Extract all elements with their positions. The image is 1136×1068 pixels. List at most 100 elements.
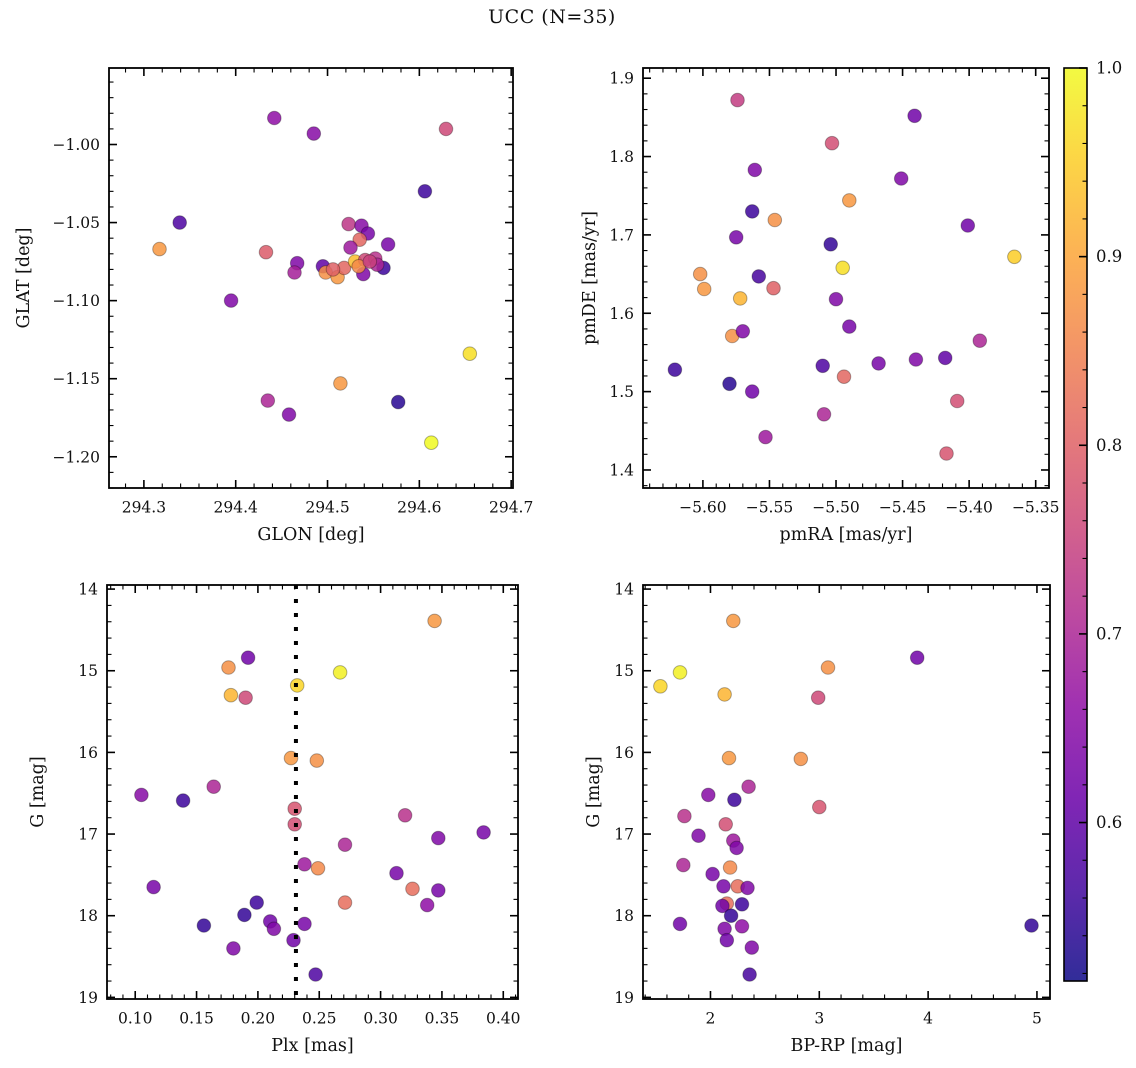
y-tick-label: 1.6 [609, 305, 634, 323]
scatter-point [352, 232, 368, 247]
scatter-point [728, 230, 744, 245]
scatter-point [824, 135, 840, 151]
scatter-point [672, 665, 688, 680]
scatter-point [389, 865, 404, 881]
scatter-point [380, 237, 396, 252]
scatter-point [810, 690, 826, 706]
colorbar-tick-label: 0.7 [1096, 624, 1122, 643]
scatter-point [735, 324, 751, 339]
x-tick-label: −5.60 [679, 499, 727, 517]
scatter-point [332, 665, 348, 680]
scatter-point [767, 212, 783, 228]
scatter-point [677, 808, 692, 824]
scatter-point [816, 407, 832, 422]
scatter-point [266, 921, 282, 937]
scatter-point [325, 262, 341, 277]
y-tick-label: 19 [614, 989, 634, 1007]
scatter-point [309, 753, 325, 768]
scatter-point [427, 613, 442, 629]
x-tick-label: 0.40 [486, 1010, 521, 1028]
scatter-point [732, 291, 748, 306]
scatter-point [281, 407, 297, 422]
scatter-point [667, 362, 683, 378]
axis-ticks [643, 585, 1050, 999]
panel-bprp-g: 2 3 4 5 14 15 16 17 18 19 BP-RP [mag] G [mag] [584, 581, 1051, 1056]
x-tick-label: 0.20 [241, 1010, 276, 1028]
scatter-point [842, 319, 857, 334]
x-axis-label: BP-RP [mag] [791, 1036, 903, 1056]
scatter-point [337, 895, 353, 910]
x-tick-label: 0.15 [179, 1010, 214, 1028]
scatter-point [722, 376, 737, 392]
axis-ticks [109, 68, 513, 489]
y-tick-label: −1.05 [53, 214, 101, 232]
panel-pmra-pmde: −5.60 −5.55 −5.50 −5.45 −5.40 −5.35 1.9 1.8 1.7 1… [580, 67, 1060, 545]
colorbar-frame [1063, 67, 1088, 982]
scatter-point [206, 779, 221, 795]
colorbar: 1.0 0.9 0.8 0.7 0.6 [1063, 59, 1122, 982]
scatter-point [721, 750, 737, 766]
scatter-point [719, 932, 735, 948]
axes-frame [642, 584, 1051, 1000]
scatter-point [747, 162, 763, 178]
colorbar-ticks [1079, 67, 1087, 975]
scatter-point [397, 808, 413, 823]
scatter-point [744, 384, 760, 399]
scatter-point [705, 866, 720, 882]
scatter-point [223, 293, 239, 308]
scatter-points [152, 110, 478, 451]
y-tick-label: 1.7 [609, 226, 634, 244]
scatter-point [172, 215, 187, 230]
scatter-point [438, 121, 454, 137]
x-tick-label: 0.30 [363, 1010, 398, 1028]
scatter-point [696, 281, 712, 297]
scatter-point [715, 898, 730, 914]
y-axis-label: G [mag] [28, 756, 48, 827]
scatter-point [744, 940, 760, 955]
scatter-point [390, 394, 406, 410]
scatter-points [134, 613, 491, 982]
y-axis-label: GLAT [deg] [14, 228, 34, 329]
scatter-point [306, 126, 322, 141]
scatter-point [741, 779, 756, 795]
x-tick-label: −5.40 [945, 499, 993, 517]
scatter-point [716, 879, 731, 894]
y-tick-label: 14 [614, 581, 634, 599]
colorbar-tick-label: 0.8 [1096, 436, 1122, 455]
x-axis-label: pmRA [mas/yr] [780, 525, 913, 545]
scatter-point [297, 916, 312, 932]
scatter-point [310, 861, 326, 876]
x-tick-label: 2 [706, 1010, 716, 1028]
scatter-point [267, 110, 282, 126]
scatter-point [729, 840, 744, 856]
y-tick-label: 1.9 [609, 70, 634, 88]
scatter-point [701, 787, 716, 803]
scatter-point [237, 907, 252, 923]
scatter-point [836, 369, 852, 385]
scatter-point [653, 679, 668, 694]
scatter-point [692, 266, 708, 282]
scatter-point [742, 967, 757, 982]
scatter-point [820, 660, 836, 675]
y-tick-label: −1.20 [53, 448, 101, 466]
x-tick-label: −5.35 [1012, 499, 1060, 517]
scatter-point [842, 193, 857, 208]
scatter-point [718, 817, 734, 832]
scatter-point [672, 916, 688, 932]
y-tick-label: 17 [614, 826, 634, 844]
scatter-point [287, 801, 303, 817]
x-tick-label: 3 [814, 1010, 824, 1028]
x-tick-label: 0.35 [425, 1010, 460, 1028]
scatter-point [223, 687, 239, 703]
scatter-point [717, 687, 732, 702]
scatter-point [939, 446, 954, 461]
colorbar-tick-label: 1.0 [1096, 59, 1122, 78]
scatter-point [417, 184, 433, 199]
scatter-point [221, 660, 236, 675]
axis-ticks [107, 585, 518, 999]
y-tick-label: 1.8 [609, 148, 634, 166]
x-tick-label: −5.55 [746, 499, 794, 517]
scatter-point [751, 269, 767, 284]
scatter-point [431, 883, 446, 898]
scatter-point [726, 613, 741, 629]
